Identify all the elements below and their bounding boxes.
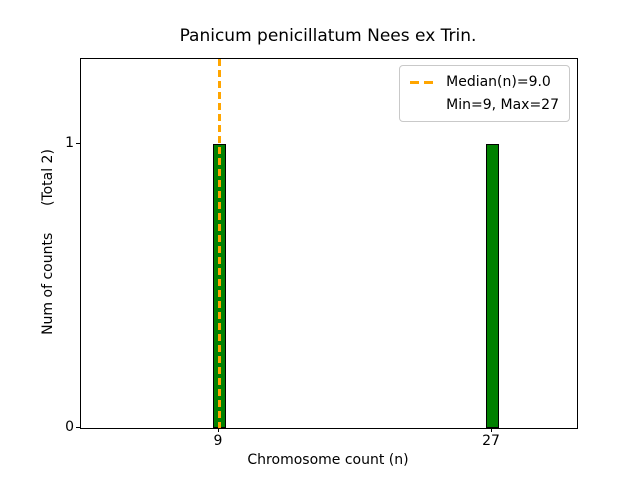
legend-entry-minmax: Min=9, Max=27 — [410, 95, 559, 115]
y-tick-mark — [76, 142, 80, 144]
legend-entry-median: Median(n)=9.0 — [410, 72, 559, 92]
legend-median-label: Median(n)=9.0 — [446, 74, 551, 90]
bar-27 — [485, 144, 499, 428]
x-tick-label: 9 — [213, 433, 223, 449]
median-line — [217, 59, 221, 428]
legend-minmax-label: Min=9, Max=27 — [446, 97, 559, 113]
x-axis-label: Chromosome count (n) — [247, 452, 409, 468]
x-tick-mark — [490, 428, 492, 432]
legend-spacer — [410, 104, 437, 107]
y-tick-label: 1 — [65, 135, 74, 152]
dashed-line-icon — [410, 80, 438, 84]
legend: Median(n)=9.0 Min=9, Max=27 — [399, 65, 570, 122]
y-tick-label: 0 — [65, 419, 74, 435]
chart-title: Panicum penicillatum Nees ex Trin. — [179, 26, 477, 46]
plot-area: Median(n)=9.0 Min=9, Max=27 — [80, 58, 578, 429]
x-tick-mark — [217, 428, 219, 432]
y-tick-mark — [76, 426, 80, 428]
x-tick-label: 27 — [482, 433, 500, 449]
